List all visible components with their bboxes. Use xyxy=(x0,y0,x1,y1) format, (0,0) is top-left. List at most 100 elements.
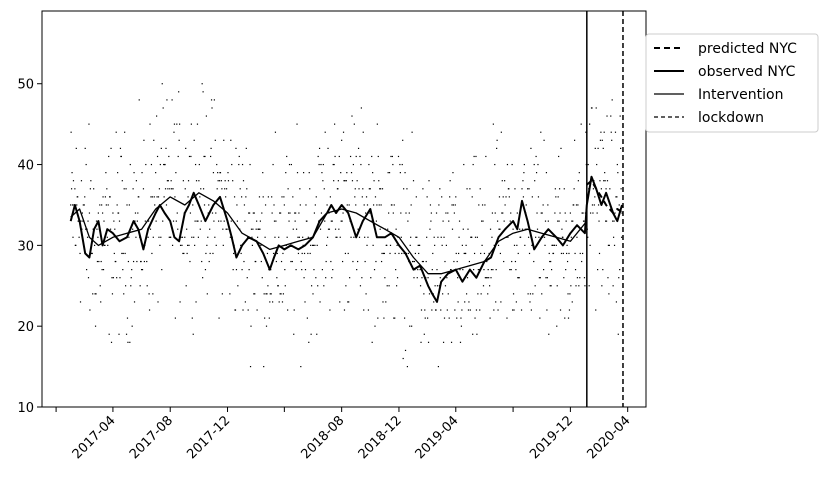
observation-dot xyxy=(588,285,590,287)
observation-dot xyxy=(339,301,341,303)
observation-dot xyxy=(564,317,566,319)
observation-dot xyxy=(152,236,154,238)
observation-dot xyxy=(238,163,240,166)
observation-dot xyxy=(244,301,246,303)
observation-dot xyxy=(226,228,228,230)
observation-dot xyxy=(474,317,476,319)
observation-dot xyxy=(185,147,187,149)
observation-dot xyxy=(477,269,479,271)
observation-dot xyxy=(511,260,513,263)
observation-dot xyxy=(315,196,317,198)
observation-dot xyxy=(428,180,430,182)
observation-dot xyxy=(179,301,181,303)
observation-dot xyxy=(114,228,116,230)
observation-dot xyxy=(595,309,597,311)
observation-dot xyxy=(192,333,194,335)
observation-dot xyxy=(322,163,324,166)
observation-dot xyxy=(130,277,132,279)
observation-dot xyxy=(112,212,114,214)
observation-dot xyxy=(512,309,514,311)
observation-dot xyxy=(574,252,576,255)
observation-dot xyxy=(492,123,494,125)
observation-dot xyxy=(602,269,604,271)
observation-dot xyxy=(266,252,269,255)
observation-dot xyxy=(71,172,73,174)
observation-dot xyxy=(236,204,238,206)
observation-dot xyxy=(423,293,425,295)
observation-dot xyxy=(466,277,469,279)
observation-dot xyxy=(299,188,301,190)
observation-dot xyxy=(386,244,388,246)
observation-dot xyxy=(208,260,210,263)
observation-dot xyxy=(368,163,370,166)
observation-dot xyxy=(439,277,441,279)
observation-dot xyxy=(447,293,449,295)
observation-dot xyxy=(388,285,390,287)
observation-dot xyxy=(594,196,596,198)
observation-dot xyxy=(419,269,421,271)
observation-dot xyxy=(451,228,454,230)
observation-dot xyxy=(517,277,519,279)
observation-dot xyxy=(576,277,579,279)
observation-dot xyxy=(348,301,350,303)
observation-dot xyxy=(481,244,483,246)
observation-dot xyxy=(217,220,220,222)
observation-dot xyxy=(199,196,201,198)
observation-dot xyxy=(177,155,179,158)
observation-dot xyxy=(519,236,522,238)
observation-dot xyxy=(220,220,222,222)
observation-dot xyxy=(201,260,203,263)
observation-dot xyxy=(527,293,529,295)
observation-dot xyxy=(292,196,294,198)
observation-dot xyxy=(140,260,142,263)
observation-dot xyxy=(170,236,172,238)
observation-dot xyxy=(376,204,378,206)
observation-dot xyxy=(456,260,458,263)
observation-dot xyxy=(400,236,402,238)
observation-dot xyxy=(502,196,504,198)
observation-dot xyxy=(544,220,547,222)
observation-dot xyxy=(617,172,619,174)
observation-dot xyxy=(187,180,190,182)
observation-dot xyxy=(531,196,533,198)
observation-dot xyxy=(294,220,296,222)
observation-dot xyxy=(250,228,253,230)
observation-dot xyxy=(99,285,101,287)
observation-dot xyxy=(503,220,505,222)
observation-dot xyxy=(308,341,310,343)
observation-dot xyxy=(288,220,290,222)
observation-dot xyxy=(390,155,392,158)
observation-dot xyxy=(91,252,93,255)
observation-dot xyxy=(81,212,83,214)
observation-dot xyxy=(591,204,594,206)
observation-dot xyxy=(522,196,525,198)
observation-dot xyxy=(471,236,473,238)
x-tick-label: 2018-12 xyxy=(356,413,405,462)
observation-dot xyxy=(175,220,177,222)
observation-dot xyxy=(215,212,217,214)
observation-dot xyxy=(605,220,607,222)
observation-dot xyxy=(486,277,488,279)
observation-dot xyxy=(207,212,209,214)
observation-dot xyxy=(446,277,448,279)
observation-dot xyxy=(86,236,89,238)
observation-dot xyxy=(148,220,150,222)
observation-dot xyxy=(184,236,186,238)
observation-dot xyxy=(317,155,319,158)
observation-dot xyxy=(372,204,375,206)
observation-dot xyxy=(171,99,173,101)
observation-dot xyxy=(272,301,274,303)
observation-dot xyxy=(78,236,80,238)
observation-dot xyxy=(240,252,242,255)
observation-dot xyxy=(542,204,544,206)
observation-dot xyxy=(405,212,407,214)
observation-dot xyxy=(569,293,571,295)
observation-dot xyxy=(621,212,623,214)
observation-dot xyxy=(121,180,123,182)
observation-dot xyxy=(454,204,456,206)
observation-dot xyxy=(574,139,576,141)
observation-dot xyxy=(537,196,540,198)
observation-dot xyxy=(258,228,260,230)
observation-dot xyxy=(194,220,196,222)
observation-dot xyxy=(513,309,515,311)
